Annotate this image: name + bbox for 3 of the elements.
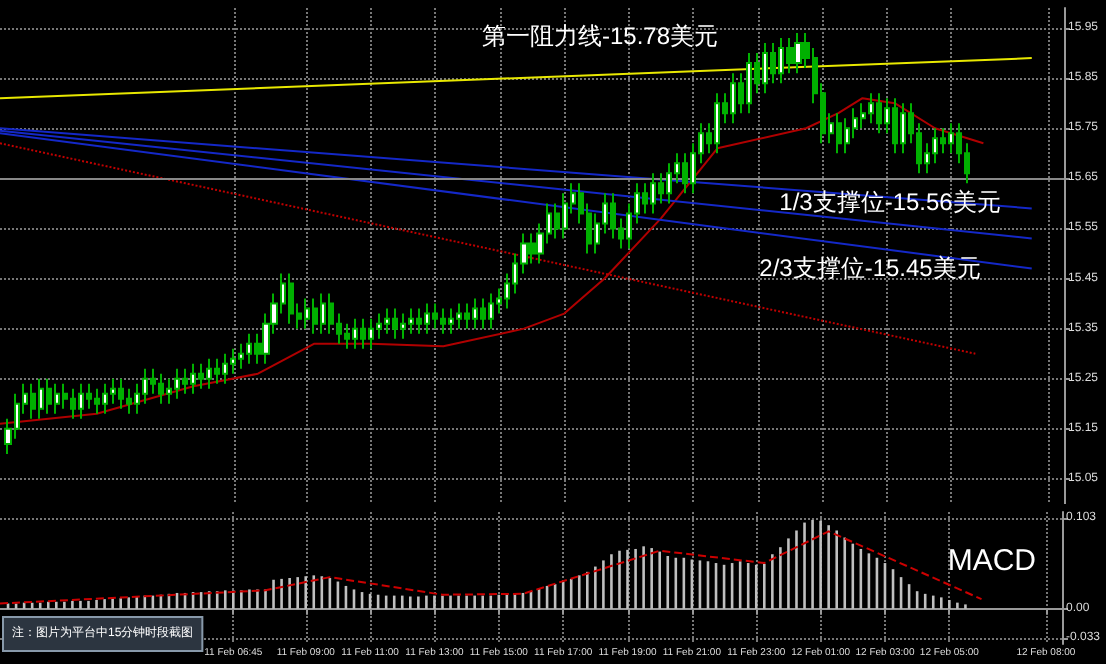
annotation: 2/3支撑位-15.45美元	[759, 254, 981, 282]
annotation: 第一阻力线-15.78美元	[481, 22, 719, 50]
text: MACD	[947, 544, 1037, 578]
